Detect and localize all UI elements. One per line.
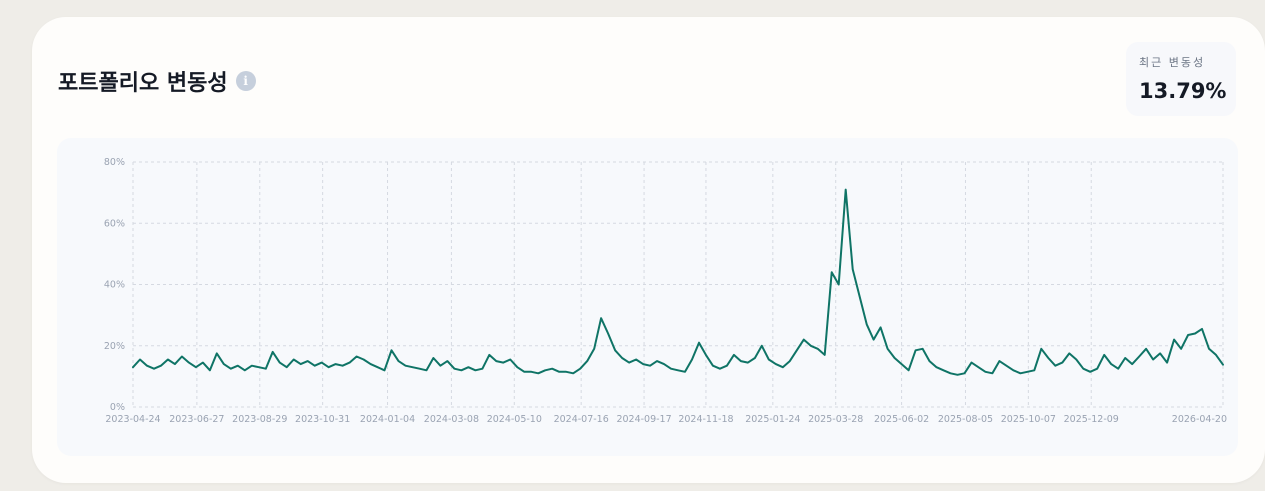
x-tick-label: 2024-09-17 — [616, 414, 671, 425]
x-axis-ticks: 2023-04-24 2023-06-27 2023-08-29 2023-10-31… — [105, 414, 1227, 425]
volatility-series-line — [132, 188, 1224, 376]
volatility-card: 포트폴리오 변동성 i 최근 변동성 13.79% 0% 20% 40% 60% 80%… — [32, 17, 1265, 483]
page-title: 포트폴리오 변동성 — [58, 71, 228, 96]
x-tick-label: 2023-06-27 — [169, 414, 224, 425]
x-tick-label: 2025-06-02 — [874, 414, 929, 425]
x-tick-label: 2025-12-09 — [1064, 414, 1119, 425]
info-icon[interactable]: i — [235, 71, 256, 91]
x-tick-label: 2024-05-10 — [487, 414, 542, 425]
x-tick-label: 2025-08-05 — [938, 414, 993, 425]
x-tick-label: 2023-04-24 — [105, 414, 160, 425]
x-tick-label: 2023-08-29 — [232, 414, 287, 425]
y-tick-label: 20% — [104, 341, 125, 352]
grid — [132, 161, 1224, 408]
y-tick-label: 80% — [104, 157, 125, 168]
x-tick-label: 2023-10-31 — [295, 414, 350, 425]
x-tick-label: 2024-03-08 — [424, 414, 479, 425]
chart-panel: 0% 20% 40% 60% 80% 2023-04-24 2023-06-27 2023-… — [57, 138, 1238, 456]
volatility-chart: 0%20%40%60%80% 2023-04-24 2023-06-27 2023-… — [104, 157, 1227, 425]
y-axis-ticks: 0% 20% 40% 60% 80% — [104, 157, 125, 413]
y-tick-label: 60% — [104, 218, 125, 229]
recent-volatility-value: 13.79% — [1139, 79, 1227, 103]
x-tick-label: 2025-10-07 — [1001, 414, 1056, 425]
recent-volatility-box: 최근 변동성 13.79% — [1126, 42, 1236, 116]
y-tick-label: 0% — [110, 402, 125, 413]
x-tick-label: 2024-11-18 — [678, 414, 733, 425]
x-tick-label: 2024-07-16 — [554, 414, 609, 425]
recent-volatility-label: 최근 변동성 — [1139, 56, 1206, 69]
title-row: 포트폴리오 변동성 i — [58, 65, 256, 97]
y-tick-label: 40% — [104, 280, 125, 291]
x-tick-label: 2025-01-24 — [745, 414, 800, 425]
series-line-layer — [132, 188, 1224, 376]
x-tick-label: 2025-03-28 — [808, 414, 863, 425]
x-tick-label: 2026-04-20 — [1172, 414, 1227, 425]
x-tick-label: 2024-01-04 — [360, 414, 415, 425]
